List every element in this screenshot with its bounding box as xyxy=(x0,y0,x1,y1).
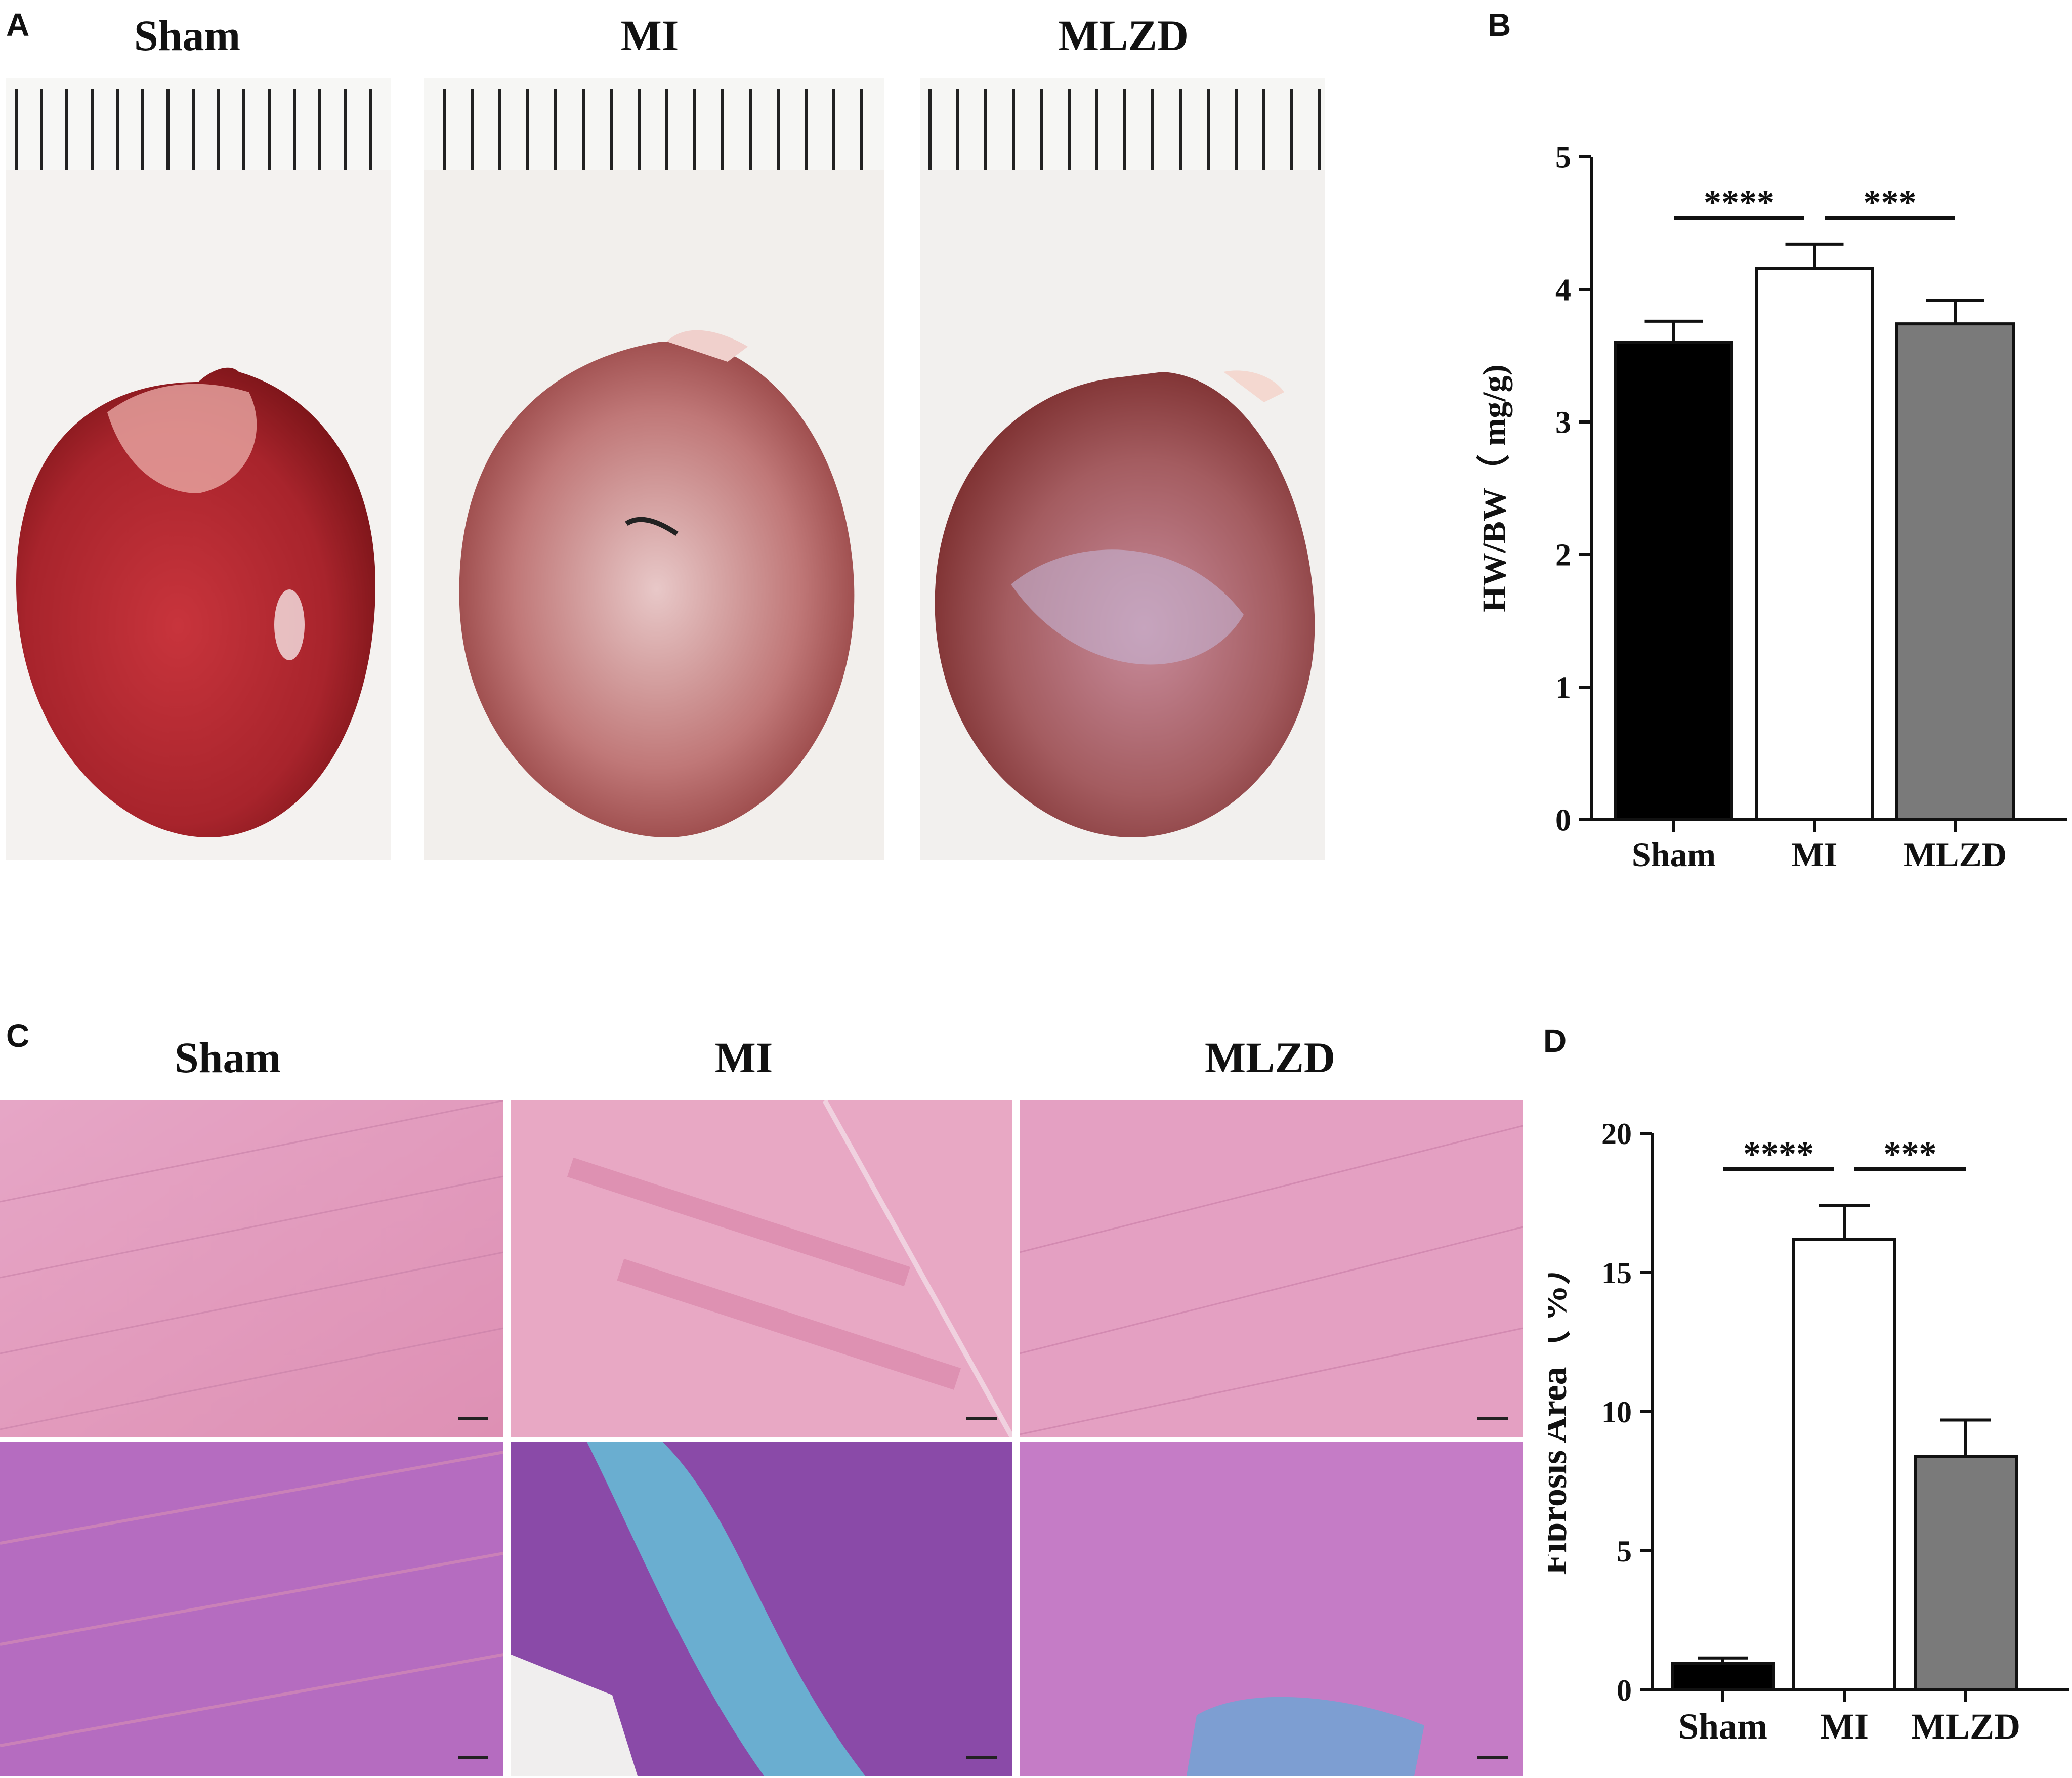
bar-mi xyxy=(1755,267,1874,822)
bar-sham xyxy=(1614,341,1733,821)
masson-image-mlzd xyxy=(1020,1442,1523,1776)
y-tick-label: 5 xyxy=(1617,1535,1632,1568)
y-tick-label: 1 xyxy=(1555,671,1571,705)
panel-letter-d: D xyxy=(1543,1023,1567,1059)
x-tick-label: Sham xyxy=(1678,1706,1767,1747)
y-tick-label: 10 xyxy=(1601,1395,1632,1429)
heart-photo-mlzd xyxy=(920,78,1325,860)
y-tick-label: 0 xyxy=(1555,803,1571,838)
y-tick-label: 2 xyxy=(1555,538,1571,573)
y-tick-label: 5 xyxy=(1555,141,1571,175)
panel-letter-b: B xyxy=(1488,7,1511,43)
he-image-sham xyxy=(0,1100,503,1437)
x-tick-label: MI xyxy=(1820,1706,1869,1747)
x-tick-label: MLZD xyxy=(1904,835,2007,874)
panel-c-title-sham: Sham xyxy=(174,1033,281,1082)
panel-letter-a: A xyxy=(6,7,30,43)
panel-c-title-mlzd: MLZD xyxy=(1205,1033,1335,1082)
x-tick-label: MLZD xyxy=(1911,1706,2020,1747)
panel-c-title-mi: MI xyxy=(714,1033,773,1082)
x-tick-label: Sham xyxy=(1632,835,1716,874)
heart-photo-mi xyxy=(424,78,884,860)
x-tick-label: MI xyxy=(1792,835,1838,874)
significance-label: *** xyxy=(1884,1135,1937,1174)
y-tick-label: 4 xyxy=(1555,273,1571,308)
masson-image-mi xyxy=(511,1442,1012,1776)
bar-mi xyxy=(1792,1238,1896,1691)
bar-sham xyxy=(1671,1662,1775,1691)
y-tick-label: 3 xyxy=(1555,406,1571,440)
significance-label: **** xyxy=(1704,184,1774,223)
bar-mlzd xyxy=(1895,322,2015,821)
panel-a-title-mi: MI xyxy=(620,11,679,60)
he-image-mi xyxy=(511,1100,1012,1437)
panel-a-title-sham: Sham xyxy=(134,11,241,60)
masson-image-sham xyxy=(0,1442,503,1776)
y-tick-label: 15 xyxy=(1601,1256,1632,1290)
panel-letter-c: C xyxy=(6,1018,30,1054)
he-image-mlzd xyxy=(1020,1100,1523,1437)
y-axis-label: HW/BW（ mg/g) xyxy=(1475,364,1513,612)
bar-mlzd xyxy=(1914,1455,2018,1691)
panel-a-title-mlzd: MLZD xyxy=(1058,11,1189,60)
y-tick-label: 0 xyxy=(1617,1674,1632,1707)
y-tick-label: 20 xyxy=(1601,1117,1632,1151)
heart-photo-sham xyxy=(6,78,391,860)
y-axis-label: Fibrosis Area（ %） xyxy=(1548,1248,1574,1575)
significance-label: *** xyxy=(1864,184,1917,223)
significance-label: **** xyxy=(1743,1135,1814,1174)
